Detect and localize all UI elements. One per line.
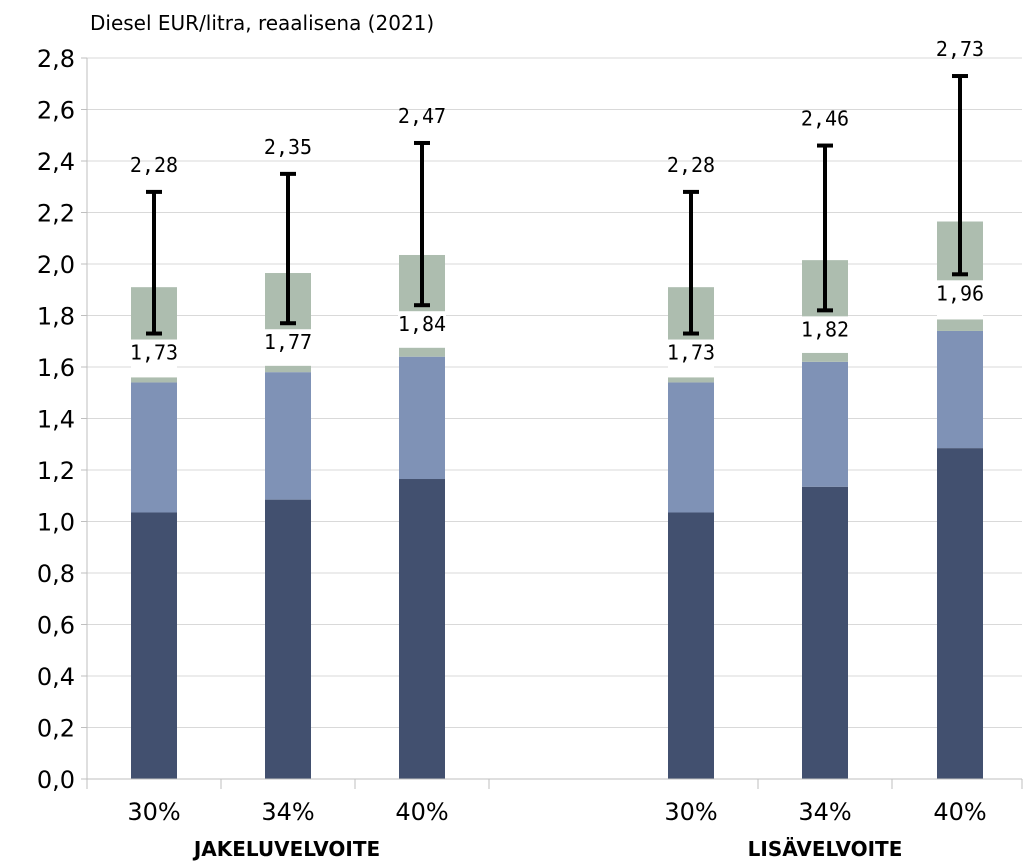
data-label-low-background (801, 316, 849, 341)
data-label-low-background (130, 339, 178, 364)
y-tick-label: 1,4 (37, 406, 75, 434)
axes: 0,0 0,2 0,4 0,6 0,8 1,0 1,2 1,4 1,6 1,8 2,0 2,2 2,4 2… (37, 45, 1023, 861)
data-label-low-background (264, 329, 312, 354)
bar-segment-series-3 (937, 319, 983, 331)
data-label-low: 1,73 (667, 341, 715, 365)
data-label-low: 1,96 (936, 281, 984, 305)
bar-segment-series-3 (668, 377, 714, 383)
y-tick-label: 1,6 (37, 354, 75, 382)
bar-segment-series-1 (668, 512, 714, 779)
y-tick-label: 2,4 (37, 148, 75, 176)
bar-segment-series-2 (265, 372, 311, 500)
data-label-high: 2,28 (130, 153, 178, 177)
bar-segment-series-2 (937, 330, 983, 449)
y-tick-label: 2,8 (37, 45, 75, 73)
group-label: LISÄVELVOITE (748, 837, 903, 861)
y-tick-label: 0,0 (37, 766, 75, 794)
error-bars (146, 74, 968, 336)
data-label-high: 2,46 (801, 107, 849, 131)
data-label-high: 2,73 (936, 37, 984, 61)
y-tick-label: 2,6 (37, 97, 75, 125)
bar-segment-series-3 (265, 365, 311, 373)
data-label-high: 2,47 (398, 104, 446, 128)
data-label-low-background (936, 280, 984, 305)
bar-segment-series-2 (802, 361, 848, 487)
x-tick-label: 30% (664, 798, 717, 826)
x-tick-label: 40% (933, 798, 986, 826)
bar-segment-series-2 (131, 382, 177, 513)
y-tick-label: 0,6 (37, 612, 75, 640)
bar-segment-series-1 (802, 486, 848, 779)
y-tick-label: 0,4 (37, 663, 75, 691)
y-axis-title: Diesel EUR/litra, reaalisena (2021) (90, 11, 434, 35)
y-tick-label: 1,8 (37, 303, 75, 331)
group-label: JAKELUVELVOITE (192, 837, 380, 861)
bar-segment-series-2 (399, 356, 445, 480)
data-label-low: 1,82 (801, 317, 849, 341)
y-tick-label: 0,2 (37, 715, 75, 743)
bar-segment-series-1 (265, 499, 311, 779)
bar-segment-series-3 (131, 377, 177, 383)
bar-segment-series-3 (802, 352, 848, 362)
data-label-low-background (398, 311, 446, 336)
data-label-high: 2,35 (264, 135, 312, 159)
data-label-low-background (667, 339, 715, 364)
x-tick-label: 34% (798, 798, 851, 826)
grid-lines (87, 57, 1022, 728)
data-label-low: 1,84 (398, 312, 446, 336)
x-tick-label: 30% (127, 798, 180, 826)
y-tick-label: 2,0 (37, 251, 75, 279)
bar-segment-series-1 (937, 448, 983, 779)
data-labels: 2,28 1,73 2,35 1,77 2,47 1,84 2,28 1,73 2,46 1,82… (130, 37, 984, 365)
y-tick-label: 0,8 (37, 560, 75, 588)
x-tick-label: 40% (395, 798, 448, 826)
bar-segment-series-2 (668, 382, 714, 513)
x-tick-label: 34% (261, 798, 314, 826)
bar-segment-series-1 (131, 512, 177, 779)
bar-segment-series-3 (399, 347, 445, 357)
data-label-low: 1,73 (130, 341, 178, 365)
bar-series (131, 221, 983, 779)
data-label-low: 1,77 (264, 330, 312, 354)
y-tick-label: 2,2 (37, 200, 75, 228)
y-tick-label: 1,2 (37, 457, 75, 485)
data-label-high: 2,28 (667, 153, 715, 177)
y-tick-label: 1,0 (37, 509, 75, 537)
bar-segment-series-1 (399, 479, 445, 779)
